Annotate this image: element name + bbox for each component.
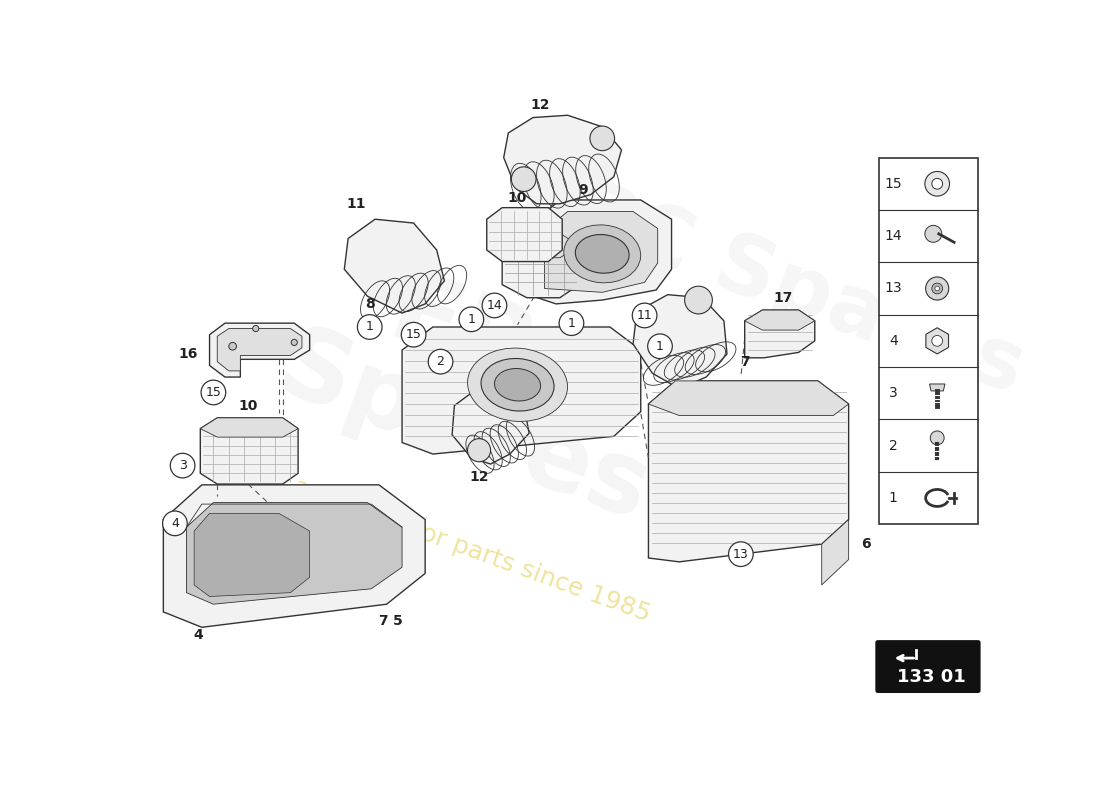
FancyBboxPatch shape xyxy=(877,641,980,692)
Text: 7: 7 xyxy=(378,614,387,628)
Circle shape xyxy=(632,303,657,328)
Circle shape xyxy=(648,334,672,358)
Polygon shape xyxy=(544,211,658,292)
Text: 133 01: 133 01 xyxy=(898,667,966,686)
Circle shape xyxy=(402,322,426,347)
Text: 1: 1 xyxy=(889,491,898,505)
Circle shape xyxy=(932,178,943,189)
Text: 4: 4 xyxy=(194,628,202,642)
Text: 1: 1 xyxy=(656,340,664,353)
Polygon shape xyxy=(186,502,403,604)
Polygon shape xyxy=(930,384,945,391)
Polygon shape xyxy=(344,219,444,313)
Circle shape xyxy=(482,293,507,318)
Text: 10: 10 xyxy=(239,399,257,414)
Polygon shape xyxy=(649,381,849,562)
FancyBboxPatch shape xyxy=(880,158,978,524)
Circle shape xyxy=(512,167,536,191)
Text: 1: 1 xyxy=(468,313,475,326)
Text: 1: 1 xyxy=(366,321,374,334)
Text: 12: 12 xyxy=(470,470,488,484)
Text: 8: 8 xyxy=(365,297,375,311)
Circle shape xyxy=(468,438,491,462)
Text: 3: 3 xyxy=(178,459,187,472)
Text: 13: 13 xyxy=(884,282,902,295)
Ellipse shape xyxy=(495,369,540,401)
Text: 2: 2 xyxy=(889,438,898,453)
Circle shape xyxy=(559,311,584,335)
Circle shape xyxy=(935,286,939,291)
Text: 13: 13 xyxy=(733,548,749,561)
Text: 12: 12 xyxy=(531,98,550,112)
Circle shape xyxy=(170,454,195,478)
Circle shape xyxy=(292,339,297,346)
Text: 1: 1 xyxy=(568,317,575,330)
Polygon shape xyxy=(209,323,310,377)
Text: 11: 11 xyxy=(346,197,365,211)
Polygon shape xyxy=(200,418,298,437)
Text: 7: 7 xyxy=(740,354,749,369)
Circle shape xyxy=(932,283,943,294)
Text: EPC
Spares: EPC Spares xyxy=(265,234,693,542)
Text: 3: 3 xyxy=(889,386,898,400)
Text: 10: 10 xyxy=(508,190,527,205)
Polygon shape xyxy=(649,381,849,415)
Circle shape xyxy=(507,385,530,408)
Polygon shape xyxy=(502,233,580,298)
Circle shape xyxy=(428,350,453,374)
Circle shape xyxy=(684,286,713,314)
Text: 5: 5 xyxy=(394,614,403,628)
Circle shape xyxy=(728,542,754,566)
Ellipse shape xyxy=(564,225,640,283)
Circle shape xyxy=(925,226,942,242)
Polygon shape xyxy=(745,310,815,330)
Text: 11: 11 xyxy=(637,309,652,322)
Text: 15: 15 xyxy=(884,177,902,190)
Polygon shape xyxy=(218,329,301,371)
Polygon shape xyxy=(163,485,425,627)
Circle shape xyxy=(932,335,943,346)
Circle shape xyxy=(926,277,948,300)
Text: 16: 16 xyxy=(178,347,198,361)
Text: 14: 14 xyxy=(486,299,503,312)
Text: 4: 4 xyxy=(889,334,898,348)
Circle shape xyxy=(590,126,615,150)
Circle shape xyxy=(229,342,236,350)
Polygon shape xyxy=(200,418,298,484)
Circle shape xyxy=(201,380,225,405)
Text: 17: 17 xyxy=(773,290,793,305)
Polygon shape xyxy=(452,389,529,464)
Text: 2: 2 xyxy=(437,355,444,368)
Polygon shape xyxy=(504,115,621,204)
Text: 14: 14 xyxy=(884,229,902,243)
Text: 4: 4 xyxy=(170,517,179,530)
Text: 6: 6 xyxy=(861,537,870,551)
Text: 15: 15 xyxy=(406,328,421,341)
Text: 15: 15 xyxy=(206,386,221,399)
Circle shape xyxy=(931,431,944,445)
Ellipse shape xyxy=(481,358,554,411)
Polygon shape xyxy=(502,233,580,258)
Circle shape xyxy=(253,326,258,332)
Ellipse shape xyxy=(575,234,629,273)
Polygon shape xyxy=(822,519,849,585)
Circle shape xyxy=(358,314,382,339)
Circle shape xyxy=(459,307,484,332)
Circle shape xyxy=(925,171,949,196)
Polygon shape xyxy=(926,328,948,354)
Text: EPC Spares: EPC Spares xyxy=(508,152,1035,410)
Ellipse shape xyxy=(468,348,568,422)
Polygon shape xyxy=(195,514,310,597)
Text: 9: 9 xyxy=(579,183,587,197)
Polygon shape xyxy=(634,294,727,389)
Text: a passion for parts since 1985: a passion for parts since 1985 xyxy=(289,474,653,626)
Polygon shape xyxy=(745,310,815,358)
Polygon shape xyxy=(403,327,640,454)
Polygon shape xyxy=(534,200,671,304)
Polygon shape xyxy=(486,208,562,262)
Circle shape xyxy=(163,511,187,536)
